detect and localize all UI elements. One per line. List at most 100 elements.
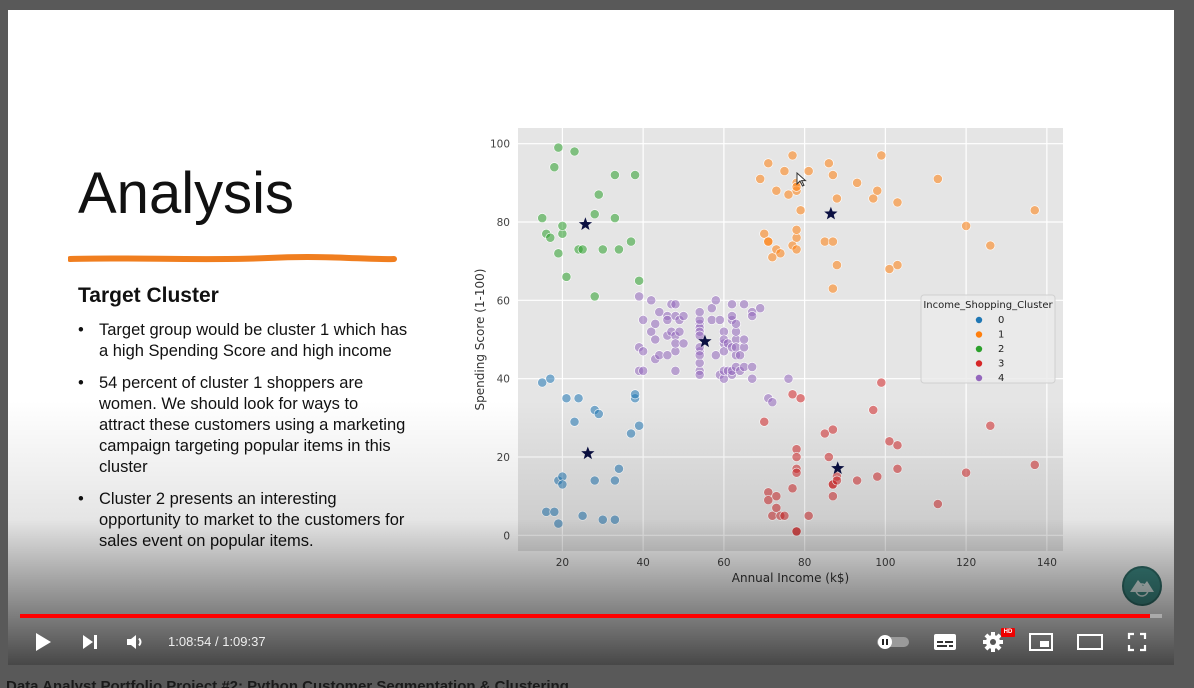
title-underline	[68, 254, 397, 263]
data-point-cluster-4	[670, 299, 681, 310]
data-point-cluster-0	[634, 420, 645, 431]
data-point-cluster-2	[553, 248, 564, 259]
volume-button[interactable]	[124, 628, 148, 656]
channel-logo-icon[interactable]	[1122, 566, 1162, 606]
y-tick-label: 60	[497, 295, 510, 307]
data-point-cluster-1	[771, 185, 782, 196]
data-point-cluster-4	[654, 307, 665, 317]
data-point-cluster-4	[747, 311, 758, 321]
data-point-cluster-1	[775, 248, 786, 259]
data-point-cluster-2	[634, 275, 645, 286]
slide: Analysis Target Cluster Target group wou…	[8, 10, 1174, 665]
autoplay-toggle-icon	[877, 635, 909, 649]
settings-button[interactable]	[980, 628, 1006, 656]
data-point-cluster-2	[589, 291, 600, 302]
data-point-cluster-4	[706, 303, 717, 314]
data-point-cluster-0	[609, 475, 620, 486]
data-point-cluster-1	[868, 193, 879, 204]
data-point-cluster-4	[638, 365, 649, 376]
data-point-cluster-3	[795, 393, 806, 404]
data-point-cluster-1	[795, 205, 806, 216]
progress-bar[interactable]	[20, 614, 1162, 618]
play-icon	[36, 633, 51, 651]
video-player[interactable]: Analysis Target Cluster Target group wou…	[8, 10, 1174, 665]
fullscreen-icon	[1127, 632, 1147, 652]
legend-swatch	[975, 331, 983, 338]
data-point-cluster-3	[872, 471, 883, 482]
data-point-cluster-1	[755, 174, 766, 184]
data-point-cluster-2	[630, 170, 640, 180]
data-point-cluster-4	[783, 373, 794, 384]
y-tick-label: 20	[497, 452, 510, 464]
data-point-cluster-1	[892, 260, 903, 270]
data-point-cluster-4	[755, 303, 766, 314]
x-tick-label: 40	[636, 557, 649, 569]
data-point-cluster-3	[823, 452, 834, 462]
x-tick-label: 60	[717, 557, 730, 569]
centroid-star-marker	[698, 334, 712, 348]
hd-badge: HD	[1001, 628, 1015, 637]
data-point-cluster-2	[589, 209, 600, 220]
mouse-cursor-icon	[796, 172, 807, 187]
data-point-cluster-4	[638, 346, 649, 357]
legend-box	[920, 294, 1056, 384]
data-point-cluster-4	[710, 295, 721, 306]
data-point-cluster-4	[747, 362, 758, 372]
data-point-cluster-0	[589, 475, 600, 486]
miniplayer-button[interactable]	[1028, 628, 1054, 656]
miniplayer-icon	[1029, 633, 1053, 651]
data-point-cluster-4	[727, 311, 737, 321]
data-point-cluster-4	[634, 291, 645, 302]
legend-label: 4	[998, 373, 1004, 384]
data-point-cluster-2	[609, 170, 620, 180]
legend-swatch	[975, 345, 983, 353]
data-point-cluster-2	[577, 244, 588, 255]
subtitles-button[interactable]	[932, 628, 958, 656]
data-point-cluster-4	[710, 350, 721, 361]
fullscreen-button[interactable]	[1125, 628, 1149, 656]
data-point-cluster-3	[876, 377, 887, 388]
data-point-cluster-4	[694, 369, 705, 380]
play-button[interactable]	[30, 628, 56, 656]
autoplay-toggle[interactable]	[875, 628, 911, 656]
data-point-cluster-1	[1029, 205, 1040, 216]
data-point-cluster-2	[557, 221, 568, 231]
slide-title: Analysis	[78, 161, 294, 226]
legend-title: Income_Shopping_Cluster	[923, 300, 1053, 311]
data-point-cluster-4	[718, 346, 729, 357]
x-tick-label: 120	[956, 557, 976, 569]
data-point-cluster-0	[626, 428, 636, 439]
data-point-cluster-2	[569, 146, 580, 157]
x-tick-label: 140	[1037, 557, 1057, 569]
subtitles-icon	[934, 634, 956, 650]
video-title: Data Analyst Portfolio Project #2: Pytho…	[6, 678, 569, 688]
data-point-cluster-3	[771, 491, 782, 502]
data-point-cluster-2	[545, 232, 556, 243]
data-point-cluster-4	[727, 299, 737, 310]
data-point-cluster-2	[549, 162, 560, 173]
bullet-item: Target group would be cluster 1 which ha…	[78, 320, 408, 362]
theater-mode-button[interactable]	[1076, 628, 1104, 656]
theater-icon	[1077, 634, 1103, 650]
data-point-cluster-0	[549, 506, 560, 517]
data-point-cluster-4	[650, 318, 661, 329]
data-point-cluster-4	[694, 330, 705, 341]
x-tick-label: 100	[875, 557, 895, 569]
time-total: 1:09:37	[222, 634, 266, 649]
y-tick-label: 80	[497, 217, 510, 229]
data-point-cluster-2	[597, 244, 608, 255]
data-point-cluster-1	[852, 177, 863, 188]
data-point-cluster-1	[932, 174, 943, 184]
data-point-cluster-0	[630, 389, 640, 400]
data-point-cluster-0	[569, 416, 580, 427]
data-point-cluster-0	[577, 510, 588, 521]
data-point-cluster-0	[557, 479, 568, 490]
data-point-cluster-1	[759, 228, 770, 239]
data-point-cluster-1	[763, 236, 774, 247]
data-point-cluster-3	[827, 424, 838, 435]
data-point-cluster-3	[827, 491, 838, 502]
next-button[interactable]	[78, 628, 102, 656]
y-axis-label: Spending Score (1-100)	[473, 269, 487, 411]
y-tick-label: 100	[490, 139, 510, 151]
